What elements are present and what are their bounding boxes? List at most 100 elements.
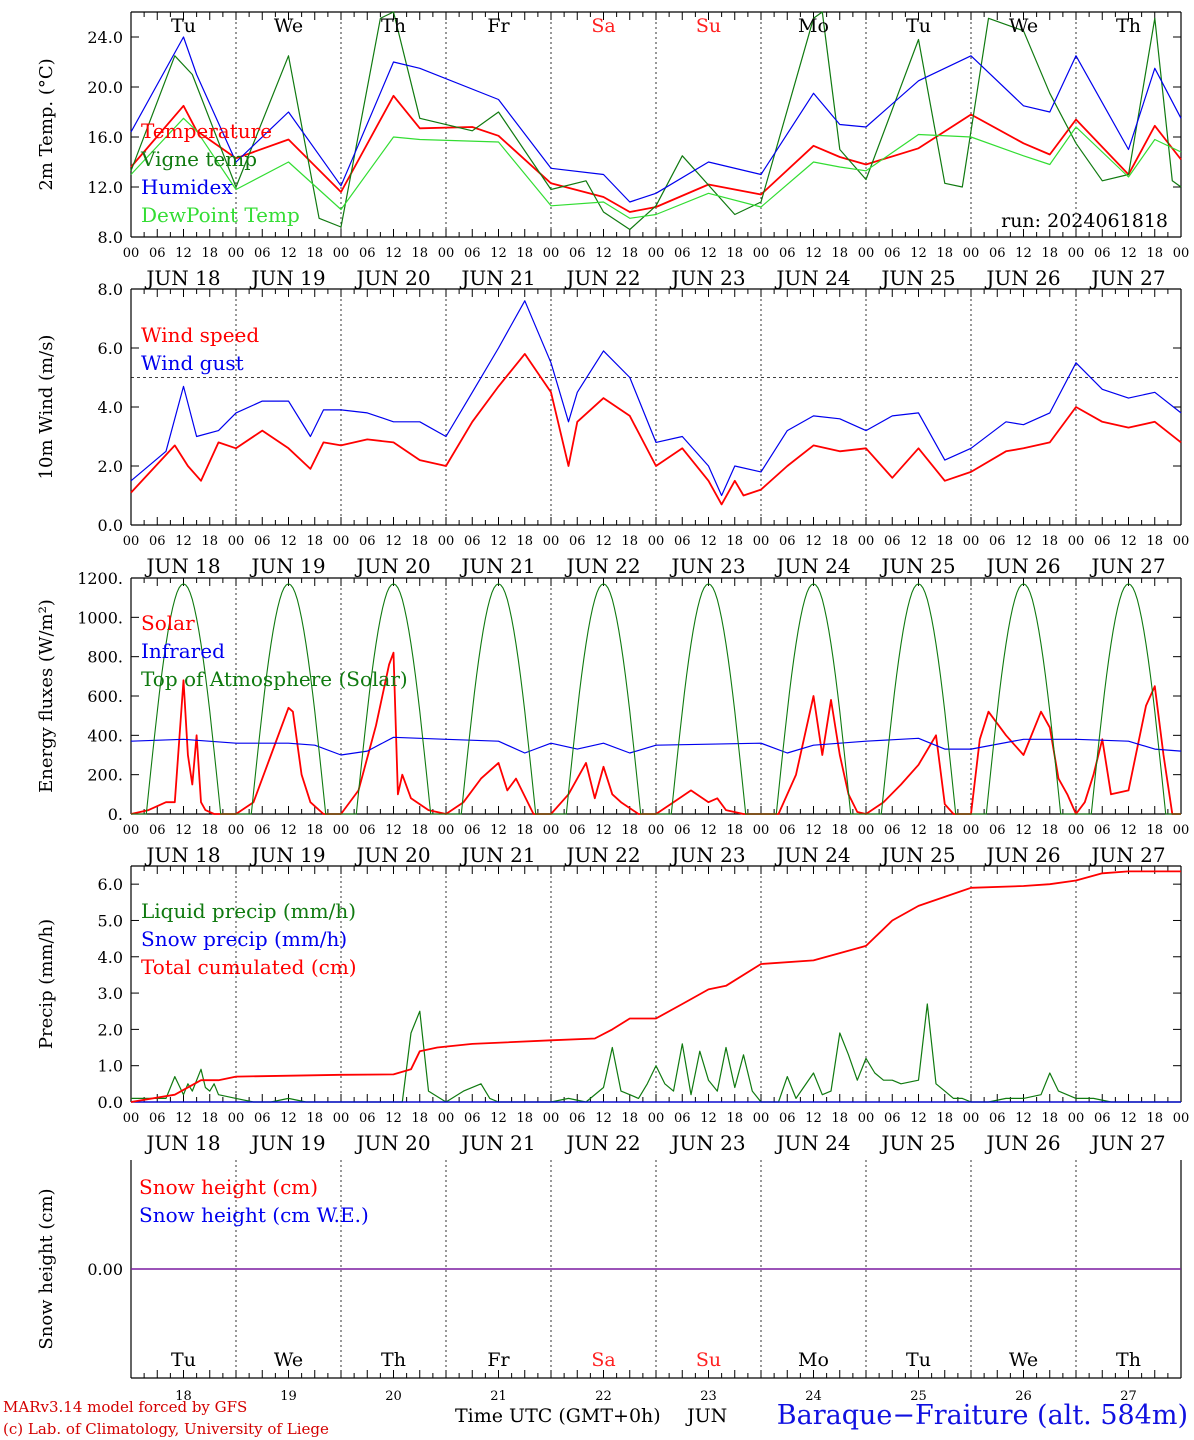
wind-hour-tick-label: 12	[385, 534, 402, 549]
wind-hour-tick-label: 06	[779, 534, 796, 549]
wind-date-label: JUN 21	[459, 554, 535, 578]
snow-day-number: 26	[1015, 1389, 1032, 1404]
snow-day-number: 18	[175, 1389, 192, 1404]
snow-day-abbr: Mo	[798, 1349, 829, 1371]
snow-day-number: 22	[595, 1389, 612, 1404]
energy-hour-tick-label: 18	[1146, 823, 1163, 838]
wind-y-tick-label: 2.0	[98, 457, 123, 476]
wind-hour-tick-label: 18	[621, 534, 638, 549]
wind-y-tick-label: 8.0	[98, 280, 123, 299]
temperature-date-label: JUN 27	[1089, 266, 1165, 290]
wind-date-label: JUN 25	[879, 554, 955, 578]
energy-hour-tick-label: 18	[621, 823, 638, 838]
temp-day-abbr: Su	[696, 15, 721, 37]
energy-hour-tick-label: 18	[726, 823, 743, 838]
wind-y-tick-label: 6.0	[98, 339, 123, 358]
temperature-hour-tick-label: 06	[464, 246, 481, 261]
temperature-hour-tick-label: 12	[1015, 246, 1032, 261]
run-label: run: 2024061818	[1001, 210, 1168, 232]
temperature-hour-tick-label: 06	[254, 246, 271, 261]
model-credit: MARv3.14 model forced by GFS	[3, 1398, 248, 1416]
temperature-legend-temperature: Temperature	[141, 119, 272, 143]
wind-hour-tick-label: 18	[1146, 534, 1163, 549]
energy-hour-tick-label: 06	[884, 823, 901, 838]
snow-day-abbr: We	[1009, 1349, 1038, 1371]
temperature-hour-tick-label: 18	[516, 246, 533, 261]
temperature-hour-tick-label: 00	[1068, 246, 1085, 261]
energy-y-tick-label: 600.	[87, 687, 123, 706]
temperature-y-tick-label: 12.0	[87, 178, 123, 197]
wind-hour-tick-label: 18	[726, 534, 743, 549]
precip-hour-tick-label: 00	[753, 1111, 770, 1126]
energy-y-tick-label: 200.	[87, 766, 123, 785]
energy-y-tick-label: 0.	[108, 805, 123, 824]
energy-hour-tick-label: 06	[674, 823, 691, 838]
energy-hour-tick-label: 06	[254, 823, 271, 838]
wind-hour-tick-label: 00	[333, 534, 350, 549]
temperature-series-dewpoint-temp	[130, 117, 1182, 219]
energy-hour-tick-label: 00	[648, 823, 665, 838]
wind-hour-tick-label: 06	[1094, 534, 1111, 549]
precip-hour-tick-label: 06	[149, 1111, 166, 1126]
wind-date-label: JUN 19	[249, 554, 325, 578]
energy-hour-tick-label: 06	[569, 823, 586, 838]
temp-day-abbr: Mo	[798, 15, 829, 37]
energy-hour-tick-label: 18	[936, 823, 953, 838]
energy-hour-tick-label: 00	[753, 823, 770, 838]
temperature-hour-tick-label: 00	[123, 246, 140, 261]
temperature-series-humidex	[130, 36, 1182, 203]
precip-y-tick-label: 4.0	[98, 948, 123, 967]
temperature-hour-tick-label: 00	[543, 246, 560, 261]
precip-hour-tick-label: 12	[490, 1111, 507, 1126]
precip-date-label: JUN 22	[564, 1131, 640, 1155]
wind-hour-tick-label: 06	[359, 534, 376, 549]
energy-hour-tick-label: 06	[149, 823, 166, 838]
wind-hour-tick-label: 00	[123, 534, 140, 549]
snow-day-abbr: Tu	[171, 1349, 196, 1371]
temperature-legend-humidex: Humidex	[141, 175, 233, 199]
precip-hour-tick-label: 12	[385, 1111, 402, 1126]
precip-hour-tick-label: 18	[516, 1111, 533, 1126]
temperature-hour-tick-label: 06	[989, 246, 1006, 261]
energy-hour-tick-label: 12	[280, 823, 297, 838]
temperature-hour-tick-label: 18	[1146, 246, 1163, 261]
wind-date-label: JUN 18	[144, 554, 220, 578]
wind-hour-tick-label: 00	[438, 534, 455, 549]
energy-hour-tick-label: 00	[123, 823, 140, 838]
temperature-hour-tick-label: 06	[1094, 246, 1111, 261]
snow-day-number: 20	[385, 1389, 402, 1404]
temperature-date-label: JUN 23	[669, 266, 745, 290]
energy-y-tick-label: 400.	[87, 726, 123, 745]
precip-date-label: JUN 23	[669, 1131, 745, 1155]
temp-day-abbr: We	[274, 15, 303, 37]
energy-y-tick-label: 1000.	[77, 608, 123, 627]
wind-hour-tick-label: 00	[1068, 534, 1085, 549]
precip-hour-tick-label: 00	[1173, 1111, 1190, 1126]
snow-day-abbr: Th	[1116, 1349, 1141, 1371]
wind-y-tick-label: 0.0	[98, 516, 123, 535]
precip-hour-tick-label: 00	[123, 1111, 140, 1126]
precip-hour-tick-label: 18	[1146, 1111, 1163, 1126]
temperature-y-tick-label: 16.0	[87, 128, 123, 147]
energy-y-axis-label: Energy fluxes (W/m²)	[36, 599, 57, 793]
snow-y-tick-label: 0.00	[87, 1260, 123, 1279]
temperature-hour-tick-label: 06	[359, 246, 376, 261]
precip-hour-tick-label: 06	[989, 1111, 1006, 1126]
precip-hour-tick-label: 18	[831, 1111, 848, 1126]
energy-hour-tick-label: 00	[333, 823, 350, 838]
temperature-date-label: JUN 25	[879, 266, 955, 290]
wind-hour-tick-label: 00	[543, 534, 560, 549]
snow-day-number: 21	[490, 1389, 507, 1404]
energy-hour-tick-label: 00	[1173, 823, 1190, 838]
wind-hour-tick-label: 18	[201, 534, 218, 549]
energy-hour-tick-label: 18	[411, 823, 428, 838]
precip-hour-tick-label: 06	[674, 1111, 691, 1126]
precip-hour-tick-label: 12	[280, 1111, 297, 1126]
energy-hour-tick-label: 18	[831, 823, 848, 838]
energy-hour-tick-label: 12	[490, 823, 507, 838]
temperature-date-label: JUN 21	[459, 266, 535, 290]
energy-hour-tick-label: 12	[700, 823, 717, 838]
month-label: JUN	[687, 1405, 728, 1427]
precip-hour-tick-label: 18	[621, 1111, 638, 1126]
energy-hour-tick-label: 00	[228, 823, 245, 838]
